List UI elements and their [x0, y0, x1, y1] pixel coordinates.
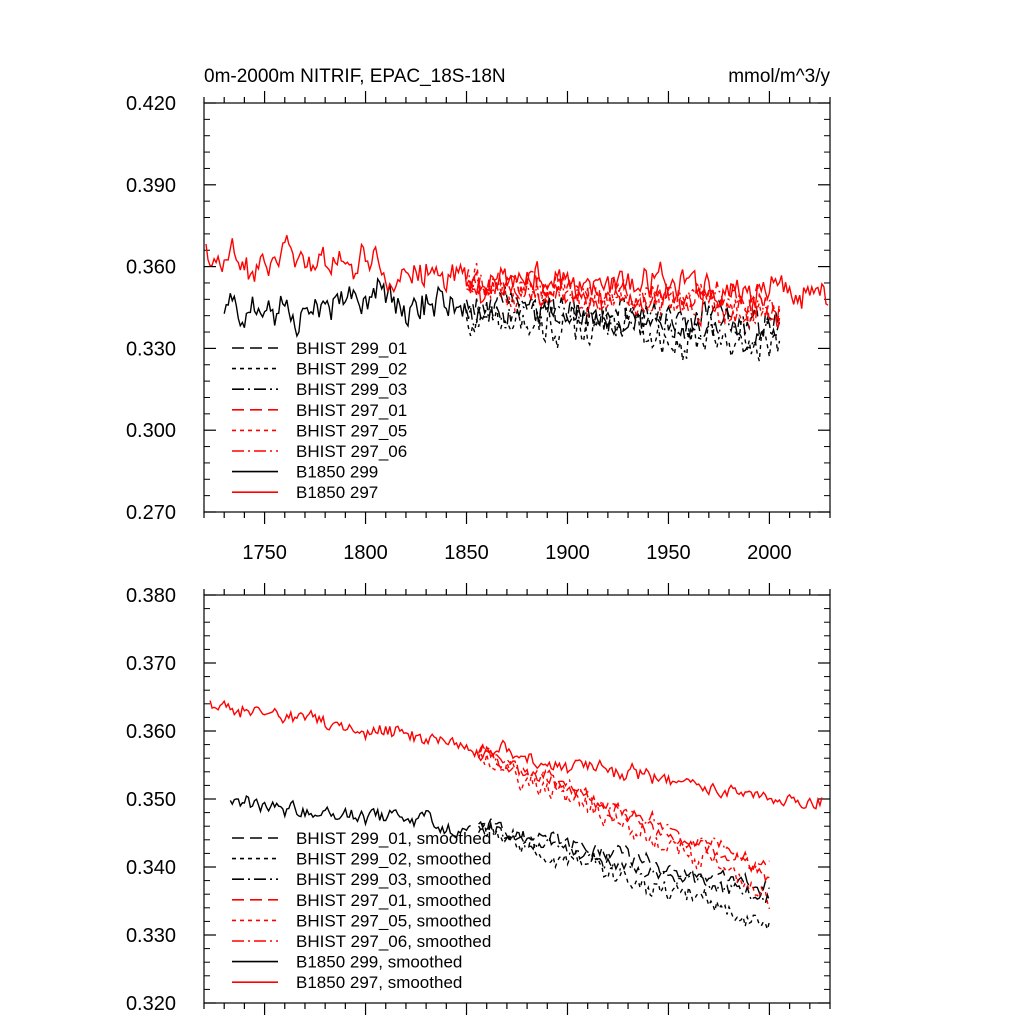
legend-label: BHIST 297_05	[296, 421, 407, 440]
legend-label: BHIST 297_01, smoothed	[296, 891, 491, 910]
legend-label: BHIST 299_01, smoothed	[296, 829, 491, 848]
y-tick-label: 0.330	[126, 338, 176, 360]
legend-label: BHIST 299_02, smoothed	[296, 850, 491, 869]
x-tick-label: 1750	[242, 542, 287, 564]
series-line	[465, 303, 781, 362]
legend-label: BHIST 299_02	[296, 360, 407, 379]
plot-frame	[203, 102, 831, 513]
y-tick-label: 0.330	[126, 925, 176, 947]
x-tick-label: 1950	[646, 542, 691, 564]
y-tick-label: 0.390	[126, 175, 176, 197]
legend-label: B1850 299	[296, 463, 378, 482]
series-line	[465, 269, 781, 328]
series-line	[209, 699, 823, 810]
y-tick-label: 0.340	[126, 857, 176, 879]
y-tick-label: 0.380	[126, 585, 176, 607]
y-tick-label: 0.320	[126, 993, 176, 1015]
series-line	[478, 820, 771, 905]
legend-label: BHIST 297_01	[296, 401, 407, 420]
y-tick-label: 0.360	[126, 721, 176, 743]
legend-label: BHIST 297_06, smoothed	[296, 932, 491, 951]
series-line	[477, 743, 770, 883]
y-tick-label: 0.350	[126, 789, 176, 811]
legend-label: BHIST 299_01	[296, 339, 407, 358]
series-line	[478, 743, 770, 873]
series-line	[477, 822, 771, 932]
series-line	[478, 818, 770, 895]
legend-label: B1850 299, smoothed	[296, 953, 462, 972]
legend-label: B1850 297	[296, 483, 378, 502]
units-label: mmol/m^3/y	[728, 66, 830, 87]
x-tick-label: 1850	[444, 542, 489, 564]
top-panel-raw-series: 0.270 0.300 0.330 0.360 0.390 0.420 1750 1800 18…	[126, 91, 831, 564]
y-tick-label: 0.300	[126, 420, 176, 442]
series-line	[465, 296, 781, 353]
series-line	[477, 750, 771, 910]
bottom-panel-smoothed-series: 0.320 0.330 0.340 0.350 0.360 0.370 0.380 BHIST…	[126, 583, 831, 1015]
legend-label: BHIST 297_05, smoothed	[296, 911, 491, 930]
series-line	[223, 276, 468, 339]
x-tick-label: 1800	[343, 542, 388, 564]
series-line	[466, 263, 781, 328]
y-tick-label: 0.270	[126, 502, 176, 524]
y-tick-label: 0.370	[126, 653, 176, 675]
y-tick-label: 0.420	[126, 93, 176, 115]
series-line	[205, 235, 829, 309]
x-tick-label: 1900	[545, 542, 590, 564]
legend-label: BHIST 297_06	[296, 442, 407, 461]
x-tick-label: 2000	[747, 542, 792, 564]
legend-label: B1850 297, smoothed	[296, 973, 462, 992]
y-tick-label: 0.360	[126, 257, 176, 279]
series-line	[229, 795, 472, 839]
legend-label: BHIST 299_03	[296, 380, 407, 399]
legend-label: BHIST 299_03, smoothed	[296, 870, 491, 889]
chart-title: 0m-2000m NITRIF, EPAC_18S-18N	[204, 66, 506, 87]
